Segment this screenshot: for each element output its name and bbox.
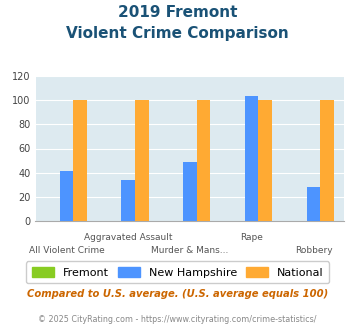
- Bar: [245, 96, 258, 221]
- Text: 2019 Fremont: 2019 Fremont: [118, 5, 237, 20]
- Bar: [73, 100, 87, 221]
- Text: © 2025 CityRating.com - https://www.cityrating.com/crime-statistics/: © 2025 CityRating.com - https://www.city…: [38, 315, 317, 324]
- Text: Compared to U.S. average. (U.S. average equals 100): Compared to U.S. average. (U.S. average …: [27, 289, 328, 299]
- Bar: [307, 187, 320, 221]
- Legend: Fremont, New Hampshire, National: Fremont, New Hampshire, National: [26, 261, 329, 283]
- Text: Murder & Mans...: Murder & Mans...: [151, 246, 229, 255]
- Bar: [258, 100, 272, 221]
- Bar: [135, 100, 148, 221]
- Bar: [60, 172, 73, 221]
- Bar: [121, 180, 135, 221]
- Text: All Violent Crime: All Violent Crime: [28, 246, 104, 255]
- Text: Rape: Rape: [240, 233, 263, 242]
- Bar: [183, 162, 197, 221]
- Text: Violent Crime Comparison: Violent Crime Comparison: [66, 26, 289, 41]
- Text: Robbery: Robbery: [295, 246, 332, 255]
- Bar: [320, 100, 334, 221]
- Text: Aggravated Assault: Aggravated Assault: [84, 233, 173, 242]
- Bar: [197, 100, 210, 221]
